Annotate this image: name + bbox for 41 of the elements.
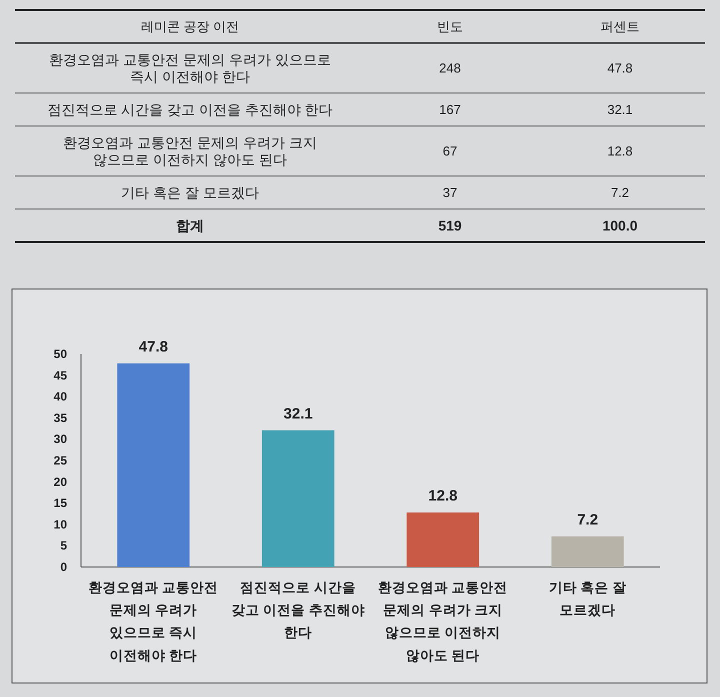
data-label: 32.1: [284, 405, 313, 422]
data-label: 7.2: [577, 511, 598, 528]
data-label: 32.1: [607, 102, 633, 117]
category-label: 점진적으로 시간을 갖고 이전을 추진해야 한다: [47, 102, 333, 118]
y-tick-label: 50: [54, 347, 68, 361]
y-tick-label: 0: [60, 560, 68, 574]
y-tick-label: 25: [54, 454, 68, 468]
data-label: 7.2: [610, 185, 630, 200]
data-label: 67: [442, 144, 458, 158]
y-tick-label: 30: [54, 432, 68, 446]
data-label: 47.8: [138, 338, 168, 356]
data-label: 167: [439, 102, 461, 117]
category-label: 환경오염과 교통안전 문제의 우려가 크지 않으므로 이전하지 않아도 된다: [63, 134, 317, 168]
data-label: 47.8: [607, 60, 633, 76]
data-label: 12.8: [428, 487, 458, 504]
text: 레미콘 공장 이전: [140, 19, 240, 34]
y-tick-label: 40: [54, 390, 68, 404]
y-tick-label: 5: [60, 538, 68, 553]
x-tick-label: 점진적으로 시간을 갖고 이전을 추진해야 한다: [231, 580, 365, 640]
data-label: 37: [442, 185, 458, 200]
category-label: 기타 혹은 잘 모르겠다: [121, 184, 259, 200]
x-tick-label: 기타 혹은 잘 모르겠다: [548, 580, 626, 618]
y-tick-label: 35: [54, 410, 68, 425]
bar: [551, 536, 624, 567]
text: 합계: [176, 218, 204, 234]
text: 519: [438, 218, 462, 234]
text: 퍼센트: [600, 19, 640, 34]
bar: [117, 363, 190, 567]
category-label: 환경오염과 교통안전 문제의 우려가 있으므로 즉시 이전해야 한다: [49, 52, 331, 84]
bar: [262, 430, 334, 567]
data-label: 12.8: [607, 144, 633, 158]
y-tick-label: 15: [54, 496, 68, 510]
text: 빈도: [437, 19, 463, 34]
y-tick-label: 45: [54, 368, 68, 382]
bar: [406, 512, 480, 567]
x-tick-label: 환경오염과 교통안전 문제의 우려가 있으므로 즉시 이전해야 한다: [88, 580, 218, 663]
text: 100.0: [602, 218, 638, 234]
y-tick-label: 20: [54, 474, 68, 489]
x-tick-label: 환경오염과 교통안전 문제의 우려가 크지 않으므로 이전하지 않아도 된다: [378, 580, 508, 663]
y-tick-label: 10: [54, 517, 68, 532]
data-label: 248: [439, 60, 461, 76]
